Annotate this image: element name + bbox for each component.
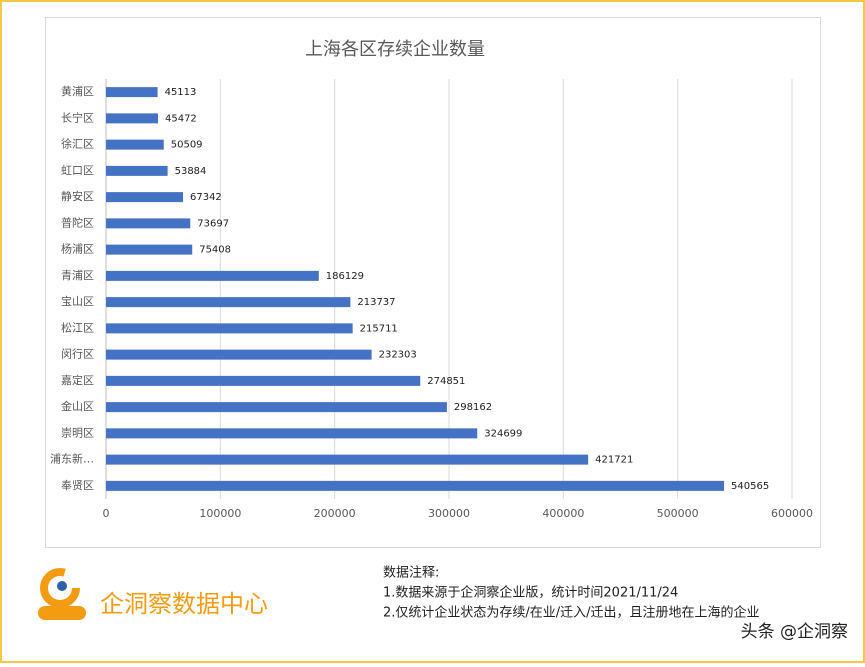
y-tick-label: 松江区	[61, 320, 94, 334]
data-label: 67342	[190, 192, 222, 203]
y-tick-label: 浦东新…	[50, 452, 94, 466]
y-tick-label: 金山区	[61, 399, 94, 413]
bar	[106, 349, 372, 360]
y-tick-label: 虹口区	[61, 164, 94, 177]
data-label: 75408	[199, 245, 231, 256]
logo-dot	[57, 581, 67, 591]
note: 1.数据来源于企洞察企业版，统计时间2021/11/24	[383, 585, 678, 601]
data-label: 324699	[484, 428, 522, 439]
bar	[106, 428, 478, 439]
brand: 企洞察数据中心	[100, 590, 268, 618]
y-tick-label: 黄浦区	[61, 84, 94, 98]
bar	[106, 244, 193, 255]
bar	[106, 454, 589, 465]
bar	[106, 323, 353, 334]
y-tick-label: 闵行区	[61, 347, 94, 361]
logo-badge	[38, 606, 86, 620]
data-label: 73697	[197, 218, 229, 229]
y-tick-label: 静安区	[61, 189, 94, 203]
x-tick-label: 500000	[657, 507, 699, 520]
bar	[106, 375, 421, 386]
data-label: 213737	[357, 297, 395, 308]
y-tick-label: 宝山区	[61, 294, 94, 308]
x-tick-label: 300000	[428, 507, 470, 520]
data-label: 45113	[165, 87, 197, 98]
bar	[106, 87, 158, 98]
bar	[106, 218, 191, 229]
logo	[38, 568, 86, 620]
logo-ring	[40, 568, 80, 608]
data-label: 540565	[731, 481, 769, 492]
data-label: 186129	[326, 271, 364, 282]
data-label: 50509	[171, 140, 203, 151]
x-tick-label: 100000	[199, 507, 241, 520]
data-label: 45472	[165, 113, 197, 124]
bar	[106, 139, 164, 150]
data-label: 274851	[427, 376, 465, 387]
y-tick-label: 崇明区	[61, 426, 94, 439]
bar	[106, 402, 447, 413]
data-label: 421721	[595, 455, 633, 466]
bar	[106, 113, 158, 124]
bar	[106, 165, 168, 176]
y-tick-label: 杨浦区	[61, 242, 94, 256]
y-tick-label: 奉贤区	[61, 478, 94, 492]
y-tick-label: 长宁区	[61, 110, 94, 124]
x-tick-label: 0	[103, 507, 110, 520]
bar	[106, 297, 351, 308]
y-tick-label: 青浦区	[61, 269, 94, 282]
data-label: 53884	[175, 166, 207, 177]
x-tick-label: 600000	[771, 507, 813, 520]
data-label: 215711	[360, 323, 398, 334]
x-tick-label: 200000	[314, 507, 356, 520]
x-tick-label: 400000	[542, 507, 584, 520]
data-label: 232303	[379, 350, 417, 361]
chart-title: 上海各区存续企业数量	[305, 39, 485, 60]
y-tick-label: 徐汇区	[61, 137, 94, 151]
notes-title: 数据注释:	[383, 566, 439, 581]
y-tick-label: 嘉定区	[61, 373, 94, 387]
chart-frame	[45, 17, 821, 548]
bar	[106, 480, 725, 491]
note: 2.仅统计企业状态为存续/在业/迁入/迁出，且注册地在上海的企业	[383, 605, 760, 621]
bar	[106, 270, 319, 281]
data-label: 298162	[454, 402, 492, 413]
credit: 头条 @企洞察	[741, 622, 848, 642]
y-tick-label: 普陀区	[61, 215, 94, 229]
bar	[106, 192, 183, 203]
